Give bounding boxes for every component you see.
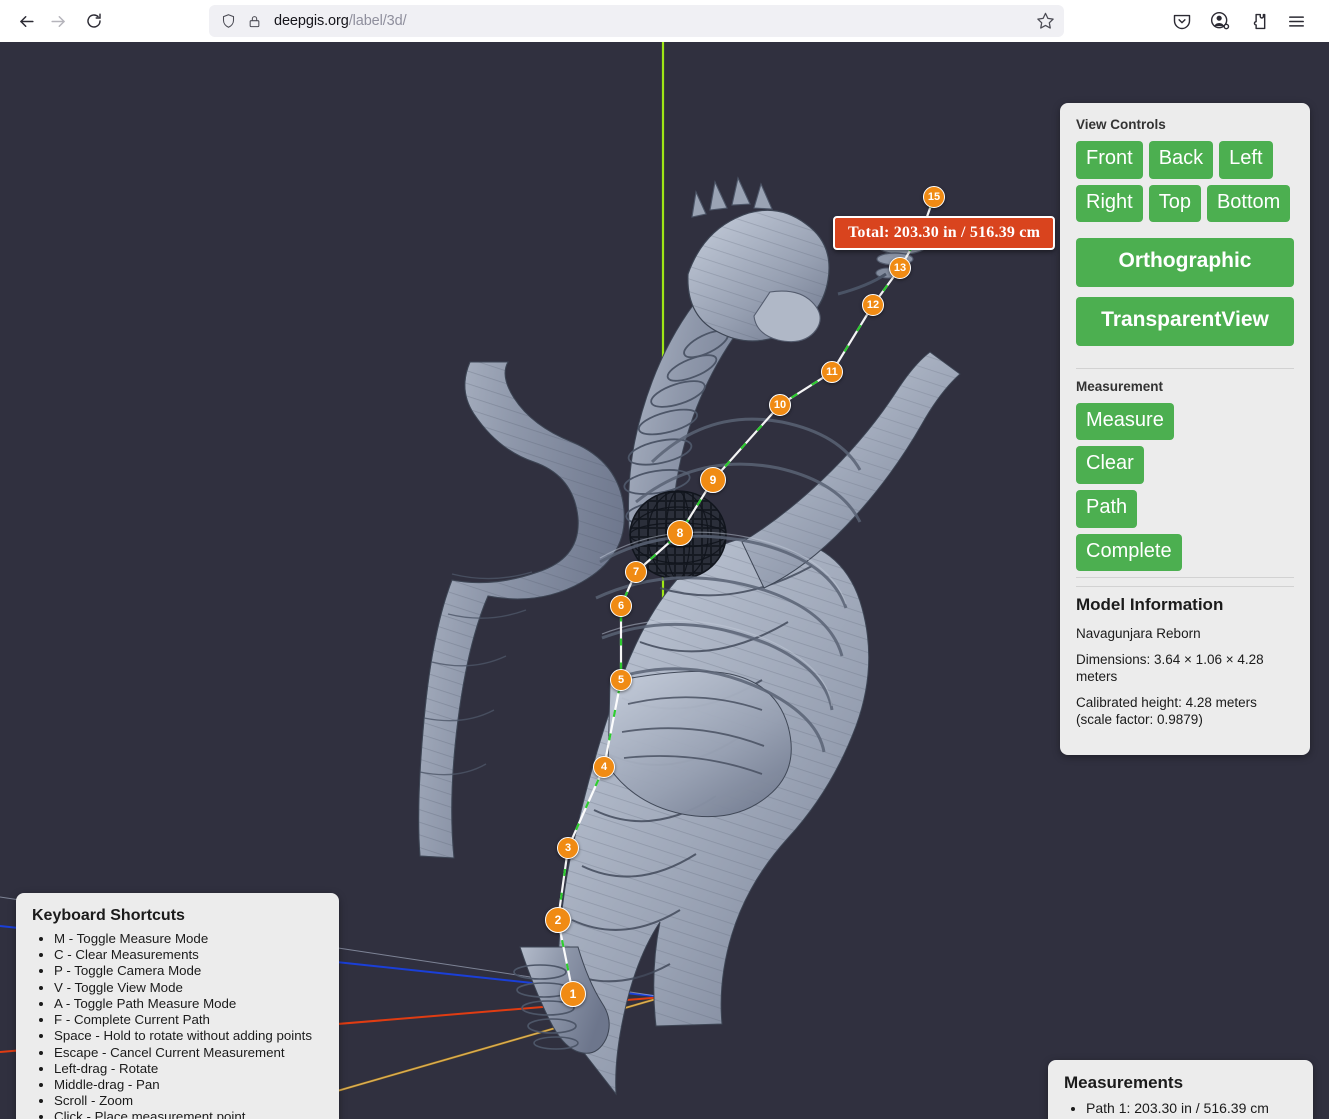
view-back-button[interactable]: Back — [1148, 141, 1214, 179]
forward-arrow-icon[interactable] — [42, 5, 74, 37]
measurements-title: Measurements — [1064, 1073, 1184, 1092]
url-domain: deepgis.org — [274, 13, 349, 29]
measurement-marker[interactable]: 2 — [545, 907, 571, 933]
path-button[interactable]: Path — [1076, 489, 1138, 528]
list-item: Space - Hold to rotate without adding po… — [54, 1028, 323, 1044]
list-item: A - Toggle Path Measure Mode — [54, 996, 323, 1012]
measurement-heading: Measurement — [1076, 378, 1164, 394]
hamburger-menu-icon[interactable] — [1285, 10, 1307, 32]
measurement-marker[interactable]: 11 — [821, 361, 843, 383]
url-path: /label/3d/ — [348, 13, 407, 29]
measurements-panel: Measurements Path 1: 203.30 in / 516.39 … — [1048, 1060, 1313, 1119]
model-coil-highlights — [599, 531, 847, 707]
model-information-heading: Model Information — [1076, 595, 1224, 615]
measurement-marker[interactable]: 4 — [593, 756, 615, 778]
list-item: Path 1: 203.30 in / 516.39 cm — [1086, 1099, 1297, 1117]
shield-icon[interactable] — [218, 11, 238, 31]
measurements-list: Path 1: 203.30 in / 516.39 cm — [1086, 1099, 1297, 1117]
measurement-marker[interactable]: 15 — [923, 186, 945, 208]
account-icon[interactable] — [1209, 10, 1231, 32]
measurement-marker[interactable]: 1 — [560, 981, 586, 1007]
model-coils — [595, 417, 862, 753]
extensions-puzzle-icon[interactable] — [1247, 10, 1269, 32]
list-item: P - Toggle Camera Mode — [54, 963, 323, 979]
keyboard-shortcuts-list: M - Toggle Measure Mode C - Clear Measur… — [54, 931, 323, 1119]
measurement-marker[interactable]: 7 — [625, 561, 647, 583]
keyboard-shortcuts-panel: Keyboard Shortcuts M - Toggle Measure Mo… — [16, 893, 339, 1119]
back-arrow-icon[interactable] — [10, 5, 42, 37]
view-bottom-button[interactable]: Bottom — [1206, 184, 1291, 223]
panel-divider-2 — [1076, 577, 1294, 579]
measurement-marker[interactable]: 6 — [610, 595, 632, 617]
model-tail — [418, 361, 625, 859]
list-item: Escape - Cancel Current Measurement — [54, 1045, 323, 1061]
toolbar-right-icons — [1171, 10, 1319, 32]
reload-icon[interactable] — [78, 5, 110, 37]
projection-mode-button[interactable]: Orthographic — [1076, 238, 1294, 287]
pocket-icon[interactable] — [1171, 10, 1193, 32]
clear-button[interactable]: Clear — [1076, 446, 1144, 484]
url-display: deepgis.org/label/3d/ — [274, 13, 407, 29]
list-item: M - Toggle Measure Mode — [54, 931, 323, 947]
measurement-marker[interactable]: 5 — [610, 669, 632, 691]
complete-button[interactable]: Complete — [1076, 533, 1182, 572]
measure-button[interactable]: Measure — [1076, 402, 1174, 441]
total-measurement-badge: Total: 203.30 in / 516.39 cm — [833, 216, 1056, 250]
address-bar[interactable]: deepgis.org/label/3d/ — [209, 5, 1064, 37]
measurement-marker[interactable]: 13 — [889, 257, 911, 279]
view-top-button[interactable]: Top — [1148, 184, 1201, 223]
model-torso — [513, 509, 870, 1096]
three-d-viewport[interactable]: 1 2 3 4 5 6 7 8 9 10 11 12 13 14 15 Tota… — [0, 42, 1329, 1119]
panel-divider-1 — [1076, 367, 1294, 369]
list-item: Scroll - Zoom — [54, 1093, 323, 1109]
view-controls-heading: View Controls — [1076, 117, 1166, 132]
list-item: F - Complete Current Path — [54, 1012, 323, 1028]
model-name: Navagunjara Reborn — [1076, 626, 1201, 642]
list-item: Left-drag - Rotate — [54, 1061, 323, 1077]
lock-icon[interactable] — [244, 11, 264, 31]
keyboard-shortcuts-title: Keyboard Shortcuts — [32, 907, 185, 924]
view-front-button[interactable]: Front — [1076, 141, 1143, 179]
bookmark-star-icon[interactable] — [1036, 11, 1056, 31]
measurement-marker[interactable]: 10 — [769, 394, 791, 416]
view-right-button[interactable]: Right — [1076, 184, 1143, 223]
list-item: V - Toggle View Mode — [54, 980, 323, 996]
model-head-neck — [623, 176, 830, 551]
transparent-view-button[interactable]: TransparentView — [1076, 296, 1294, 346]
model-calibrated-height: Calibrated height: 4.28 meters (scale fa… — [1076, 694, 1257, 728]
measurement-marker[interactable]: 9 — [700, 467, 726, 493]
controls-panel: View Controls Front Back Left Right Top … — [1060, 103, 1310, 755]
measurement-marker[interactable]: 8 — [667, 520, 693, 546]
view-left-button[interactable]: Left — [1219, 141, 1273, 179]
list-item: C - Clear Measurements — [54, 947, 323, 963]
browser-toolbar: deepgis.org/label/3d/ — [0, 0, 1329, 42]
measurement-marker[interactable]: 12 — [862, 294, 884, 316]
measurement-marker[interactable]: 3 — [557, 837, 579, 859]
list-item: Middle-drag - Pan — [54, 1077, 323, 1093]
three-d-scene-canvas[interactable] — [0, 42, 1329, 1119]
model-dimensions: Dimensions: 3.64 × 1.06 × 4.28 meters — [1076, 651, 1264, 685]
list-item: Click - Place measurement point — [54, 1109, 323, 1119]
view-direction-buttons: Front Back Left Right Top Bottom — [1076, 141, 1294, 223]
panel-divider-3 — [1076, 586, 1294, 588]
